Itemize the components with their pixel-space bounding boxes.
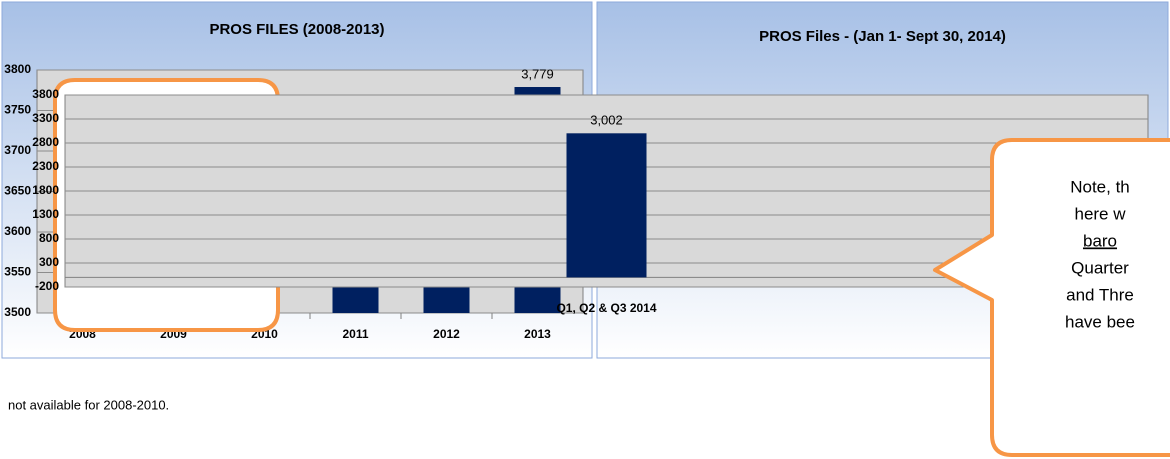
callout-text: have bee [1065,312,1135,331]
y-tick-label: 3500 [4,305,31,319]
y-tick-label: 3550 [4,265,31,279]
x-tick-label: 2011 [342,327,368,341]
y-tick-label: -200 [35,279,59,293]
data-label: 3,002 [590,113,623,128]
x-tick-label: Q1, Q2 & Q3 2014 [556,301,656,315]
chart-title: PROS Files - (Jan 1- Sept 30, 2014) [759,28,1006,45]
y-tick-label: 3650 [4,184,31,198]
y-tick-label: 300 [39,255,59,269]
data-label: 3,779 [521,66,554,81]
y-tick-label: 3700 [4,143,31,157]
y-tick-label: 1300 [32,207,59,221]
chart-title: PROS FILES (2008-2013) [209,21,384,38]
y-tick-label: 1800 [32,183,59,197]
y-tick-label: 3600 [4,224,31,238]
bar [566,133,647,278]
y-tick-label: 3750 [4,103,31,117]
callout-text: baro [1083,231,1117,250]
y-tick-label: 3800 [4,62,31,76]
y-tick-label: 2300 [32,159,59,173]
callout-text: and Thre [1066,285,1134,304]
y-tick-label: 3800 [32,87,59,101]
y-tick-label: 3300 [32,111,59,125]
footnote: not available for 2008-2010. [8,397,169,412]
x-tick-label: 2013 [524,327,551,341]
y-tick-label: 800 [39,231,59,245]
x-tick-label: 2012 [433,327,460,341]
callout-bubble [933,138,1170,457]
callout-text: Note, th [1070,177,1130,196]
y-tick-label: 2800 [32,135,59,149]
callout-text: here w [1074,204,1126,223]
callout-text: Quarter [1071,258,1129,277]
